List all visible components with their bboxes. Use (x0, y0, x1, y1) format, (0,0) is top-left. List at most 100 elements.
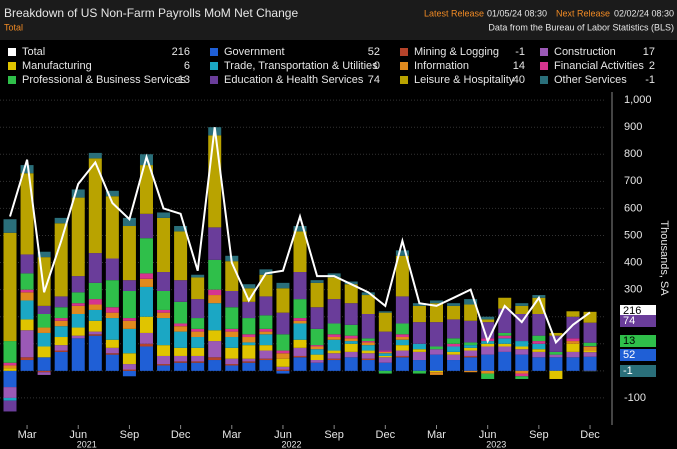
bar-segment (55, 326, 68, 337)
value-tag-label: 52 (623, 349, 635, 361)
bar-segment (72, 314, 85, 328)
bar-segment (515, 349, 528, 354)
bar-segment (174, 356, 187, 361)
bar-segment (311, 283, 324, 307)
bar-segment (294, 321, 307, 324)
bar-segment (447, 352, 460, 355)
bar-segment (89, 283, 102, 299)
bar-segment (584, 351, 597, 353)
bar-segment (123, 353, 136, 364)
bar-segment (379, 311, 392, 312)
bar-segment (38, 314, 51, 328)
bar-segment (532, 344, 545, 349)
bar-segment (225, 332, 238, 337)
bar-segment (123, 371, 136, 376)
bar-segment (242, 342, 255, 345)
bar-segment (191, 277, 204, 299)
bar-segment (345, 357, 358, 371)
bar-segment (174, 231, 187, 280)
bar-segment (379, 351, 392, 352)
bar-segment (106, 313, 119, 318)
bar-segment (174, 348, 187, 356)
bar-segment (140, 238, 153, 273)
bar-segment (106, 196, 119, 258)
bar-segment (276, 334, 289, 350)
legend-label: Information (414, 60, 469, 72)
bar-segment (328, 277, 341, 299)
bar-segment (89, 299, 102, 304)
bar-segment (208, 290, 221, 295)
bar-segment (464, 348, 477, 351)
bar-segment (396, 351, 409, 356)
x-tick-label: Sep (120, 429, 140, 441)
bar-segment (294, 357, 307, 371)
bar-segment (174, 363, 187, 371)
bar-segment (276, 371, 289, 374)
bar-segment (123, 280, 136, 291)
bar-segment (38, 306, 51, 314)
y-tick-label: 800 (624, 148, 642, 160)
bar-segment (566, 352, 579, 357)
y-tick-label: 500 (624, 229, 642, 241)
bar-segment (311, 345, 324, 346)
bar-segment (157, 272, 170, 291)
bar-segment (225, 359, 238, 364)
bar-segment (208, 135, 221, 227)
bar-segment (430, 322, 443, 346)
bar-segment (328, 299, 341, 323)
legend-value: 40 (513, 74, 525, 86)
bar-segment (55, 296, 68, 307)
bar-segment (311, 280, 324, 283)
bar-segment (55, 345, 68, 350)
bar-segment (464, 321, 477, 343)
bar-segment (72, 198, 85, 277)
bar-segment (38, 357, 51, 371)
bar-segment (379, 352, 392, 353)
legend-value: 216 (172, 46, 190, 58)
bar-segment (464, 371, 477, 372)
bar-segment (72, 306, 85, 314)
bar-segment (225, 365, 238, 370)
latest-value: 01/05/24 08:30 (487, 8, 547, 18)
year-label: 2023 (486, 439, 506, 449)
bar-segment (191, 363, 204, 371)
bar-segment (208, 357, 221, 360)
bar-segment (328, 323, 341, 334)
x-tick-label: Mar (427, 429, 446, 441)
bar-segment (464, 357, 477, 371)
bar-segment (276, 370, 289, 371)
bar-segment (294, 299, 307, 318)
bar-segment (379, 356, 392, 357)
legend-label: Total (22, 46, 45, 58)
bar-segment (72, 336, 85, 339)
bar-segment (481, 344, 494, 347)
bar-segment (242, 284, 255, 288)
bar-segment (72, 276, 85, 292)
bar-segment (362, 295, 375, 314)
bar-segment (345, 303, 358, 325)
bar-segment (515, 306, 528, 314)
bar-segment (379, 332, 392, 351)
bar-segment (72, 328, 85, 336)
x-tick-label: Mar (222, 429, 241, 441)
bar-segment (208, 303, 221, 330)
bar-segment (106, 280, 119, 307)
bar-segment (311, 346, 324, 349)
bar-segment (498, 309, 511, 333)
y-tick-label: 900 (624, 121, 642, 133)
bar-segment (72, 292, 85, 303)
bar-segment (481, 317, 494, 320)
bar-segment (464, 305, 477, 321)
bar-segment (140, 214, 153, 238)
bar-segment (532, 341, 545, 344)
bar-segment (89, 332, 102, 335)
bar-segment (89, 305, 102, 310)
bar-segment (21, 330, 34, 357)
bar-segment (362, 314, 375, 338)
legend-value: 13 (178, 74, 190, 86)
bar-segment (294, 340, 307, 348)
legend-swatch (8, 76, 16, 84)
y-tick-label: 1,000 (624, 94, 652, 106)
bar-segment (515, 303, 528, 306)
legend-swatch (8, 48, 16, 56)
